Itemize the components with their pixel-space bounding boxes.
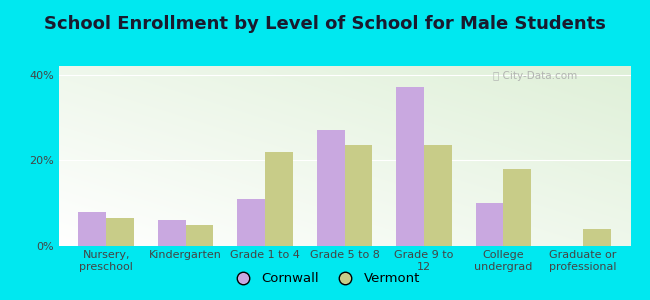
Bar [237,199,265,246]
Text: School Enrollment by Level of School for Male Students: School Enrollment by Level of School for… [44,15,606,33]
Bar [317,130,345,246]
Text: ⓘ City-Data.com: ⓘ City-Data.com [493,71,577,81]
Bar [396,87,424,246]
Bar [186,225,213,246]
Bar [79,212,106,246]
Bar [583,229,610,246]
Bar [476,203,503,246]
Legend: Cornwall, Vermont: Cornwall, Vermont [224,267,426,290]
Bar [106,218,134,246]
Bar [158,220,186,246]
Bar [503,169,531,246]
Bar [424,145,452,246]
Bar [344,145,372,246]
Bar [265,152,293,246]
